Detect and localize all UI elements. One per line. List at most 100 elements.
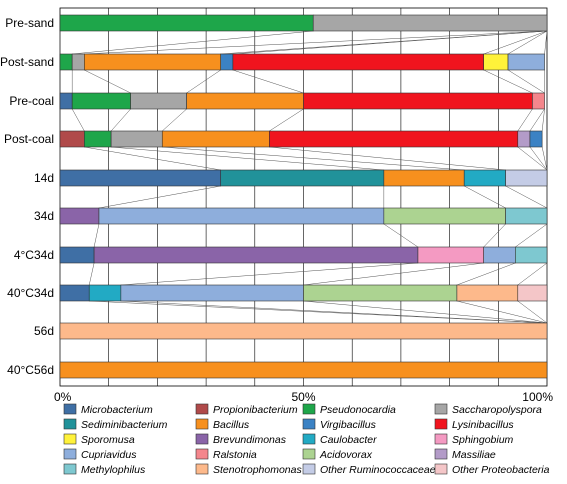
connector-line	[186, 69, 221, 94]
legend-label: Bacillus	[213, 419, 250, 431]
row-label: 56d	[34, 324, 54, 338]
connector-line	[120, 262, 418, 286]
bar-segment	[463, 169, 506, 187]
connector-line	[517, 262, 548, 286]
connector-line	[269, 108, 304, 132]
bar-segment	[88, 284, 122, 302]
legend-swatch	[302, 433, 316, 445]
bar-segment	[93, 246, 419, 264]
bar-segment	[59, 322, 548, 340]
connector-line	[111, 146, 384, 171]
connector-line	[464, 185, 506, 209]
connector-line	[93, 223, 100, 248]
bar-segment	[505, 169, 548, 187]
connector-line	[507, 69, 545, 94]
legend-label: Sphingobium	[452, 434, 514, 446]
connector-line	[162, 146, 465, 171]
bar-segment	[71, 92, 131, 110]
connector-line	[84, 30, 548, 55]
bar-segment	[220, 53, 234, 71]
legend-swatch	[63, 418, 77, 430]
connector-line	[483, 30, 548, 55]
connector-line	[120, 300, 548, 324]
bar-segment	[110, 130, 163, 148]
connector-line	[517, 108, 533, 132]
connector-line	[269, 146, 506, 171]
bar-segment	[383, 169, 465, 187]
bar-segment	[505, 207, 548, 225]
legend-swatch	[302, 448, 316, 460]
legend-label: Microbacterium	[81, 404, 153, 416]
bar-segment	[59, 169, 222, 187]
legend-swatch	[195, 463, 209, 475]
legend-swatch	[434, 448, 448, 460]
x-tick-label: 0%	[54, 390, 72, 404]
bar-segment	[130, 92, 187, 110]
legend-swatch	[434, 403, 448, 415]
connector-line	[541, 146, 548, 171]
bar-segment	[517, 284, 548, 302]
bar-connectors	[59, 30, 548, 362]
bar-segment	[84, 130, 112, 148]
bar-segment	[383, 207, 506, 225]
x-tick-label: 100%	[522, 390, 553, 404]
row-label: 14d	[34, 171, 54, 185]
bar-segment	[120, 284, 304, 302]
bar-segment	[515, 246, 548, 264]
connector-line	[483, 69, 533, 94]
legend-label: Sporomusa	[81, 434, 135, 446]
legend-swatch	[63, 463, 77, 475]
bar-segment	[59, 53, 73, 71]
connector-line	[515, 223, 548, 248]
bar-segment	[220, 169, 385, 187]
bar-segment	[269, 130, 519, 148]
bar-segment	[532, 92, 545, 110]
row-label: 34d	[34, 209, 54, 223]
bar-segment	[59, 130, 85, 148]
connector-line	[517, 146, 548, 171]
bar-segment	[529, 130, 543, 148]
connector-line	[544, 30, 548, 55]
legend-label: Saccharopolyspora	[452, 404, 542, 416]
bar-segment	[59, 284, 90, 302]
legend-label: Acidovorax	[319, 449, 373, 461]
connector-line	[456, 262, 516, 286]
legend-swatch	[63, 403, 77, 415]
legend-swatch	[63, 448, 77, 460]
bar-segment	[161, 130, 270, 148]
legend-label: Ralstonia	[213, 449, 257, 461]
legend-swatch	[302, 403, 316, 415]
legend-label: Brevundimonas	[213, 434, 287, 446]
legend-label: Other Ruminococcaceae	[320, 464, 436, 476]
legend-label: Propionibacterium	[213, 404, 298, 416]
legend-swatch	[302, 418, 316, 430]
row-label: Post-sand	[0, 55, 54, 69]
connector-line	[303, 262, 484, 286]
row-label: 40°C56d	[7, 363, 54, 377]
connector-line	[483, 223, 506, 248]
bar-segment	[417, 246, 484, 264]
bar-segment	[59, 207, 100, 225]
bar-segment	[312, 14, 548, 32]
connector-line	[72, 30, 314, 55]
bar-segment	[186, 92, 304, 110]
legend-swatch	[195, 403, 209, 415]
legend-swatch	[434, 418, 448, 430]
legend-label: Cupriavidus	[81, 449, 137, 461]
bar-segment	[483, 246, 516, 264]
connector-line	[232, 30, 548, 55]
legend-label: Virgibacillus	[320, 419, 377, 431]
connector-line	[383, 223, 419, 248]
bar-segment	[507, 53, 545, 71]
connector-line	[98, 185, 221, 209]
legend: Microbacterium Sediminibacterium Sporomusa…	[63, 403, 550, 476]
row-label: 4°C34d	[14, 248, 54, 262]
connector-line	[89, 300, 548, 324]
connector-line	[517, 300, 548, 324]
bar-segment	[59, 246, 95, 264]
legend-label: Pseudonocardia	[320, 404, 396, 416]
legend-label: Caulobacter	[320, 434, 377, 446]
bar-segment	[84, 53, 222, 71]
bar-segment	[98, 207, 385, 225]
